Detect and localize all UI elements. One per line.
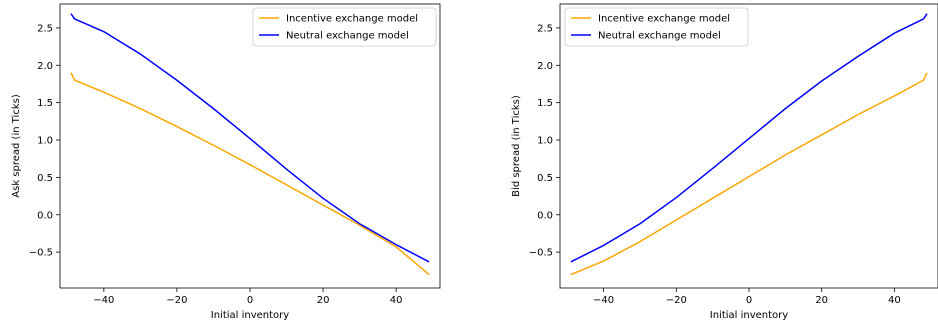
y-tick-label: 1.0	[37, 136, 53, 147]
series-line-neutral-exchange-model	[570, 13, 928, 263]
x-axis-label: Initial inventory	[710, 310, 789, 321]
x-tick-label: −40	[93, 295, 114, 306]
y-tick-label: 1.0	[537, 136, 553, 147]
chart-panel-2: −40 −20 0 20 40 −0.5 0.0 0.5 1.0 1.5 2.0 2.5 Initial…	[511, 3, 938, 321]
legend: Incentive exchange model Neutral exchange…	[252, 7, 437, 47]
y-axis-label: Bid spread (in Ticks)	[511, 95, 522, 197]
y-tick-label: 0.0	[37, 210, 53, 221]
plot-frame	[59, 3, 441, 289]
y-tick-label: 2.0	[37, 61, 53, 72]
x-tick-label: 20	[815, 295, 828, 306]
series-line-incentive-exchange-model	[70, 72, 430, 276]
x-tick-label: 0	[746, 295, 752, 306]
legend-box	[252, 7, 437, 47]
y-tick-label: 2.5	[37, 23, 53, 34]
y-tick-label: −0.5	[529, 248, 553, 259]
legend-label: Incentive exchange model	[598, 14, 730, 25]
x-tick-label: 0	[247, 295, 253, 306]
y-tick-label: 1.5	[537, 98, 553, 109]
legend: Incentive exchange model Neutral exchange…	[564, 7, 749, 47]
y-tick-label: 0.0	[537, 210, 553, 221]
x-tick-label: −40	[593, 295, 614, 306]
legend-label: Neutral exchange model	[598, 31, 721, 42]
series-line-neutral-exchange-model	[70, 13, 430, 263]
legend-label: Neutral exchange model	[286, 31, 409, 42]
chart-panel-1: −40 −20 0 20 40 −0.5 0.0 0.5 1.0 1.5 2.0 2.5 Initial…	[11, 3, 441, 321]
legend-box	[564, 7, 749, 47]
x-tick-label: 40	[888, 295, 901, 306]
x-axis-label: Initial inventory	[211, 310, 290, 321]
y-axis-label: Ask spread (in Ticks)	[11, 94, 22, 198]
plot-frame	[559, 3, 938, 289]
x-tick-label: −20	[666, 295, 687, 306]
x-tick-label: 40	[390, 295, 403, 306]
series-line-incentive-exchange-model	[570, 72, 928, 276]
y-tick-label: 2.0	[537, 61, 553, 72]
y-tick-label: 2.5	[537, 23, 553, 34]
y-tick-label: 0.5	[537, 173, 553, 184]
x-tick-label: −20	[166, 295, 187, 306]
y-tick-label: 0.5	[37, 173, 53, 184]
legend-label: Incentive exchange model	[286, 14, 418, 25]
y-tick-label: −0.5	[29, 248, 53, 259]
x-tick-label: 20	[317, 295, 330, 306]
y-tick-label: 1.5	[37, 98, 53, 109]
